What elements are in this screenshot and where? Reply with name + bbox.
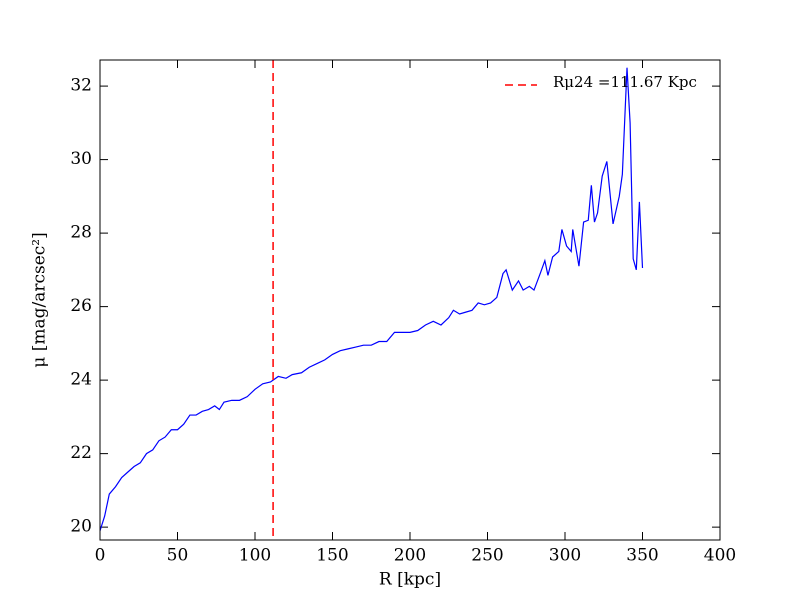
x-axis-label: R [kpc] (379, 570, 441, 590)
x-tick-label: 100 (239, 546, 271, 566)
y-tick-label: 26 (70, 296, 92, 316)
x-tick-label: 300 (549, 546, 581, 566)
y-tick-label: 32 (70, 76, 92, 96)
data-line (99, 67, 644, 531)
x-tick-label: 200 (394, 546, 426, 566)
y-tick-label: 22 (70, 443, 92, 463)
x-tick-label: 0 (95, 546, 106, 566)
legend-label: Rμ24 =111.67 Kpc (553, 73, 697, 91)
y-tick-label: 24 (70, 370, 92, 390)
x-tick-label: 150 (316, 546, 348, 566)
x-tick-label: 50 (167, 546, 189, 566)
plot-frame (99, 59, 721, 541)
x-tick-label: 400 (704, 546, 736, 566)
y-tick-label: 30 (70, 149, 92, 169)
x-tick-label: 350 (626, 546, 658, 566)
x-tick-label: 250 (471, 546, 503, 566)
y-tick-label: 20 (70, 517, 92, 537)
y-axis-label: μ [mag/arcsec²] (30, 232, 50, 368)
y-tick-label: 28 (70, 223, 92, 243)
